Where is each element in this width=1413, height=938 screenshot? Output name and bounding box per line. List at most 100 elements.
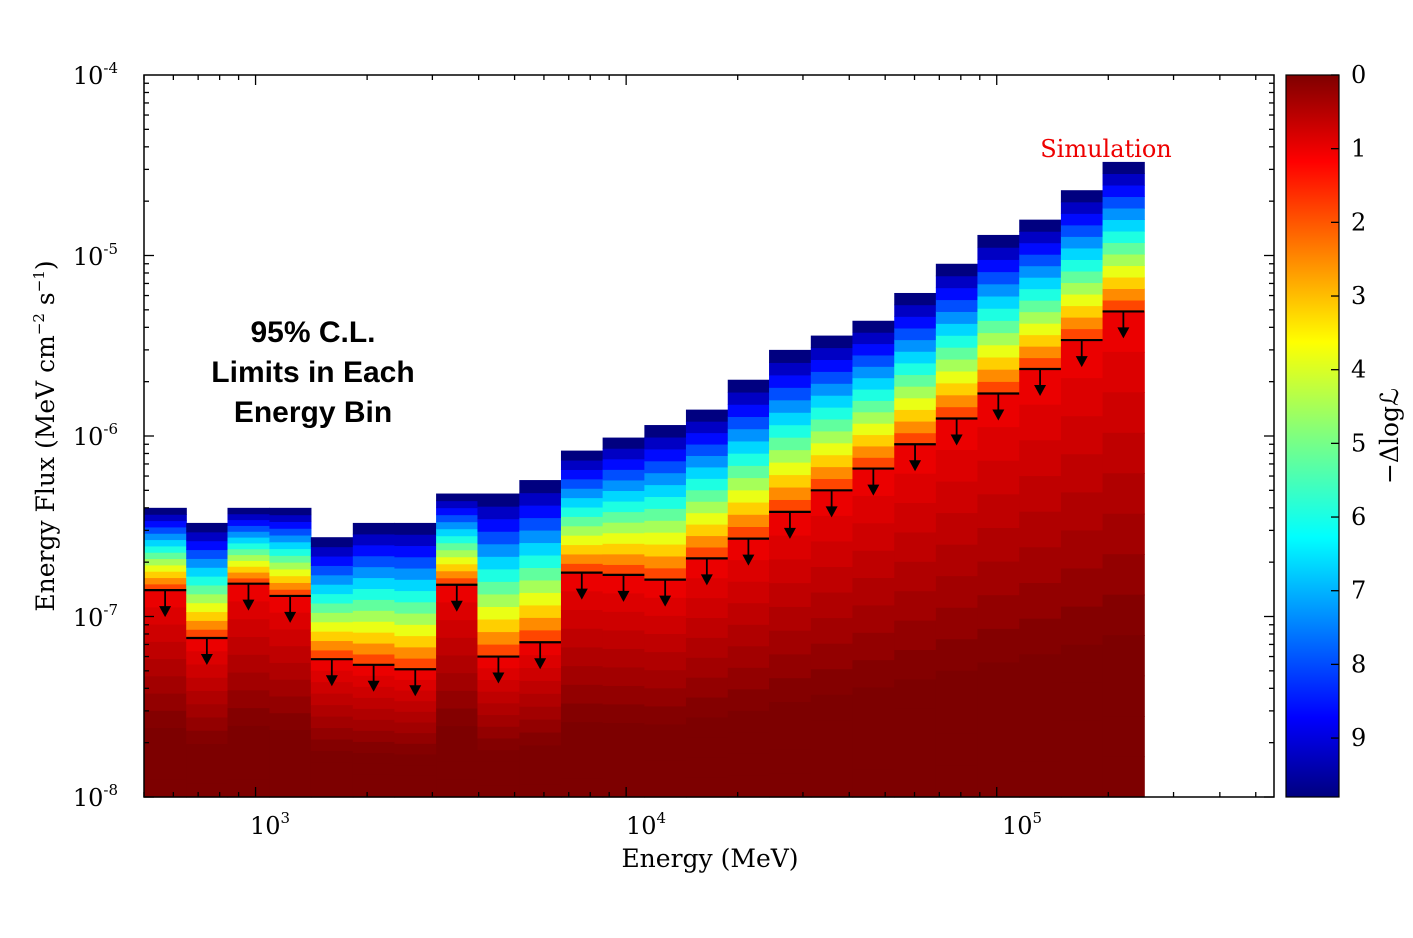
heatmap-cell bbox=[769, 678, 812, 703]
heatmap-cell bbox=[727, 646, 770, 669]
heatmap-cell bbox=[1102, 265, 1145, 278]
heatmap-cell bbox=[144, 779, 187, 798]
heatmap-cell bbox=[310, 537, 354, 548]
upper-limit-15 bbox=[727, 537, 770, 566]
heatmap-cell bbox=[519, 771, 562, 785]
y-tick-label-1e-6: 10-6 bbox=[73, 420, 118, 451]
heatmap-cell bbox=[560, 516, 604, 527]
heatmap-cell bbox=[727, 667, 770, 690]
heatmap-cell bbox=[352, 522, 396, 535]
heatmap-cell bbox=[602, 448, 645, 460]
heatmap-cell bbox=[977, 271, 1020, 285]
heatmap-cell bbox=[977, 696, 1020, 731]
colorbar-tick-label: 9 bbox=[1351, 724, 1366, 752]
heatmap-cell bbox=[269, 541, 312, 550]
heatmap-cell bbox=[1019, 300, 1062, 313]
heatmap-cell bbox=[436, 655, 479, 674]
heatmap-cell bbox=[519, 492, 562, 506]
heatmap-cell bbox=[394, 590, 437, 603]
heatmap-cell bbox=[644, 520, 687, 533]
heatmap-cell bbox=[394, 567, 437, 580]
heatmap-cell bbox=[1019, 277, 1062, 290]
heatmap-cell bbox=[227, 637, 271, 656]
heatmap-cell bbox=[352, 741, 396, 754]
upper-limit-arrow bbox=[159, 606, 172, 618]
heatmap-cell bbox=[519, 784, 562, 798]
upper-limit-8 bbox=[436, 583, 478, 612]
heatmap-cell bbox=[644, 724, 687, 744]
heatmap-cell bbox=[1019, 346, 1062, 359]
heatmap-cell bbox=[519, 554, 562, 568]
heatmap-cell bbox=[269, 534, 312, 543]
heatmap-cell bbox=[477, 715, 520, 728]
heatmap-cell bbox=[227, 690, 271, 709]
heatmap-cell bbox=[186, 567, 229, 577]
upper-limit-arrow bbox=[450, 600, 463, 612]
heatmap-cell bbox=[644, 472, 687, 486]
axis-ticks bbox=[143, 75, 1274, 798]
upper-limit-arrow bbox=[700, 574, 713, 586]
upper-limit-17 bbox=[810, 489, 853, 518]
heatmap-cell bbox=[977, 460, 1020, 495]
heatmap-cell bbox=[1019, 265, 1062, 278]
heatmap-cell bbox=[894, 351, 937, 364]
heatmap-cell bbox=[186, 730, 229, 745]
upper-limit-22 bbox=[1019, 367, 1061, 397]
upper-limit-4 bbox=[269, 594, 311, 623]
heatmap-cell bbox=[894, 679, 937, 710]
heatmap-cell bbox=[186, 717, 229, 732]
heatmap-cell bbox=[477, 581, 520, 595]
heatmap-cell bbox=[852, 632, 895, 661]
heatmap-cell bbox=[477, 726, 520, 740]
heatmap-cell bbox=[1019, 618, 1062, 655]
heatmap-cell bbox=[935, 702, 979, 735]
heatmap-cell bbox=[894, 767, 937, 798]
heatmap-cell bbox=[1060, 454, 1104, 493]
heatmap-cell bbox=[394, 658, 437, 670]
heatmap-cell bbox=[977, 729, 1020, 764]
heatmap-cell bbox=[852, 320, 895, 333]
heatmap-cell bbox=[685, 524, 729, 537]
heatmap-cell bbox=[977, 427, 1020, 462]
heatmap-cell bbox=[1060, 282, 1104, 295]
heatmap-cell bbox=[1019, 761, 1062, 798]
heatmap-cell bbox=[935, 765, 979, 798]
heatmap-cell bbox=[560, 740, 604, 761]
heatmap-cell bbox=[685, 489, 729, 502]
heatmap-cell bbox=[269, 729, 312, 748]
heatmap-cell bbox=[352, 566, 396, 579]
upper-limit-7 bbox=[394, 668, 437, 697]
heatmap-cell bbox=[727, 501, 770, 515]
heatmap-cell bbox=[310, 751, 354, 764]
heatmap-cell bbox=[519, 629, 562, 643]
heatmap-cell bbox=[977, 308, 1020, 321]
heatmap-cell bbox=[977, 344, 1020, 358]
heatmap-cell bbox=[560, 506, 604, 517]
y-tick-label-1e-7: 10-7 bbox=[73, 601, 118, 632]
heatmap-cell bbox=[810, 478, 854, 491]
upper-limit-arrow bbox=[325, 675, 338, 687]
heatmap-cell bbox=[436, 528, 479, 537]
heatmap-cell bbox=[310, 693, 354, 706]
x-axis-title: Energy (MeV) bbox=[621, 844, 798, 873]
heatmap-cell bbox=[269, 746, 312, 765]
heatmap-cell bbox=[186, 620, 229, 630]
colorbar-tick-label: 0 bbox=[1351, 61, 1366, 89]
upper-limit-arrow bbox=[950, 434, 963, 446]
heatmap-cell bbox=[894, 397, 937, 410]
heatmap-cell bbox=[1019, 440, 1062, 477]
heatmap-cell bbox=[727, 489, 770, 503]
heatmap-cell bbox=[810, 669, 854, 696]
heatmap-cell bbox=[394, 743, 437, 756]
heatmap-cell bbox=[1060, 530, 1104, 570]
heatmap-cell bbox=[269, 582, 312, 590]
heatmap-cell bbox=[810, 395, 854, 408]
heatmap-cell bbox=[519, 693, 562, 708]
heatmap-cell bbox=[602, 564, 645, 576]
heatmap-cell bbox=[144, 571, 187, 579]
heatmap-cell bbox=[769, 424, 812, 438]
heatmap-cell bbox=[769, 559, 812, 584]
heatmap-cell bbox=[685, 455, 729, 468]
heatmap-cell bbox=[935, 311, 979, 324]
heatmap-cell bbox=[810, 466, 854, 480]
